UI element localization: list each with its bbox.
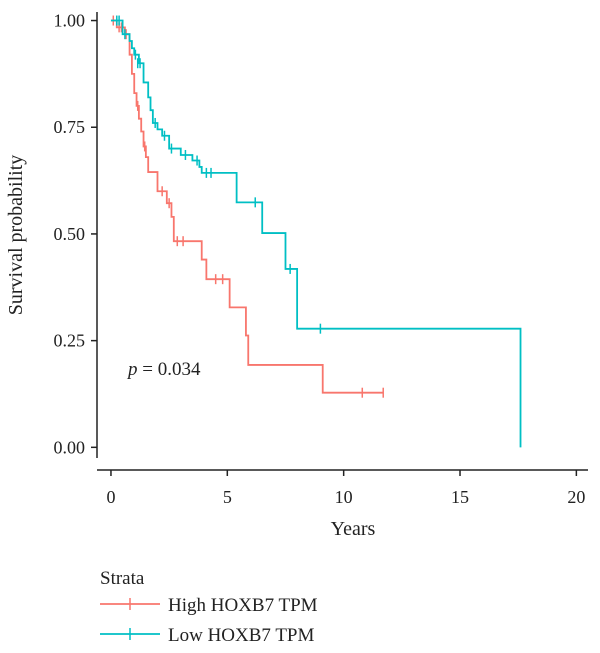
- p-value-symbol: p: [126, 359, 138, 380]
- y-tick-label: 0.75: [54, 117, 86, 137]
- x-tick-label: 5: [223, 487, 232, 507]
- survival-curve-high: [110, 19, 384, 394]
- y-tick-label: 0.50: [54, 224, 86, 244]
- legend-label-low: Low HOXB7 TPM: [168, 625, 314, 646]
- x-tick-label: 0: [106, 487, 115, 507]
- p-value-annotation: p = 0.034: [126, 359, 201, 380]
- legend-label-high: High HOXB7 TPM: [168, 595, 318, 616]
- y-tick-label: 0.25: [54, 331, 86, 351]
- y-tick-label: 1.00: [54, 11, 86, 31]
- y-axis-label: Survival probability: [5, 155, 27, 316]
- legend-item-high: High HOXB7 TPM: [100, 595, 318, 616]
- axes: [96, 12, 588, 471]
- plot-area: [110, 15, 522, 448]
- x-tick-label: 15: [451, 487, 469, 507]
- legend-title: Strata: [100, 568, 145, 589]
- legend-item-low: Low HOXB7 TPM: [100, 625, 314, 646]
- x-tick-label: 10: [335, 487, 353, 507]
- x-axis-label: Years: [331, 518, 376, 540]
- p-value-text: = 0.034: [138, 359, 201, 380]
- survival-curve-low: [110, 19, 522, 448]
- x-tick-label: 20: [567, 487, 585, 507]
- legend: Strata High HOXB7 TPM Low HOXB7 TPM: [100, 568, 318, 646]
- y-tick-label: 0.00: [54, 437, 86, 457]
- ticks: 0 5 10 15 20 0.00 0.25 0.50 0.75 1.00: [54, 11, 586, 507]
